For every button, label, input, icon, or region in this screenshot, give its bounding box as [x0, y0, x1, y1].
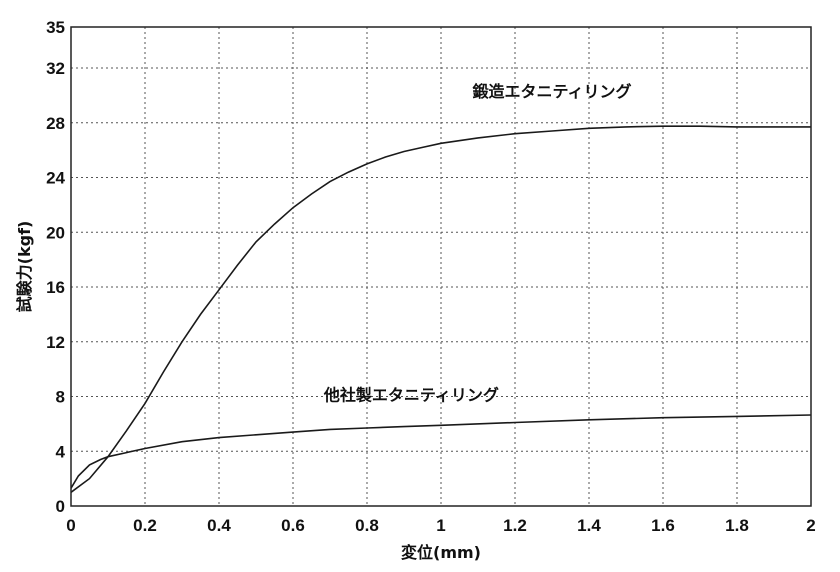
- x-tick-label: 1.4: [577, 516, 601, 535]
- y-tick-label: 12: [46, 333, 65, 352]
- series-annotation: 鍛造エタニティリング: [472, 82, 631, 101]
- y-axis-label: 試験力(kgf): [15, 221, 34, 313]
- series-annotation: 他社製エタニティリング: [323, 386, 499, 405]
- y-tick-label: 24: [46, 169, 65, 188]
- y-axis-ticks: 0 4 8 12 16 20 24 28 32 35: [46, 18, 65, 516]
- series-line-other: [70, 414, 812, 489]
- y-tick-label: 4: [56, 442, 66, 461]
- y-tick-label: 16: [46, 278, 65, 297]
- y-tick-label: 28: [46, 114, 65, 133]
- y-tick-label: 20: [46, 223, 65, 242]
- x-tick-label: 0.2: [133, 516, 157, 535]
- x-tick-label: 0.4: [207, 516, 231, 535]
- plot-frame: [70, 26, 812, 507]
- y-tick-label: 32: [46, 59, 65, 78]
- x-axis-label: 変位(mm): [401, 543, 481, 562]
- x-tick-label: 1.2: [503, 516, 527, 535]
- y-tick-label: 8: [56, 388, 65, 407]
- x-tick-label: 1.6: [651, 516, 675, 535]
- x-axis-ticks: 0 0.2 0.4 0.6 0.8 1 1.2 1.4 1.6 1.8 2: [66, 516, 815, 535]
- x-tick-label: 1: [436, 516, 445, 535]
- y-tick-label: 0: [56, 497, 65, 516]
- x-tick-label: 0: [66, 516, 75, 535]
- y-tick-label: 35: [46, 18, 65, 37]
- series-line-forged: [70, 125, 811, 493]
- x-tick-label: 2: [806, 516, 815, 535]
- x-tick-label: 1.8: [725, 516, 749, 535]
- series-layer: [70, 125, 812, 493]
- x-tick-label: 0.6: [281, 516, 305, 535]
- x-tick-label: 0.8: [355, 516, 379, 535]
- grid: [71, 27, 811, 506]
